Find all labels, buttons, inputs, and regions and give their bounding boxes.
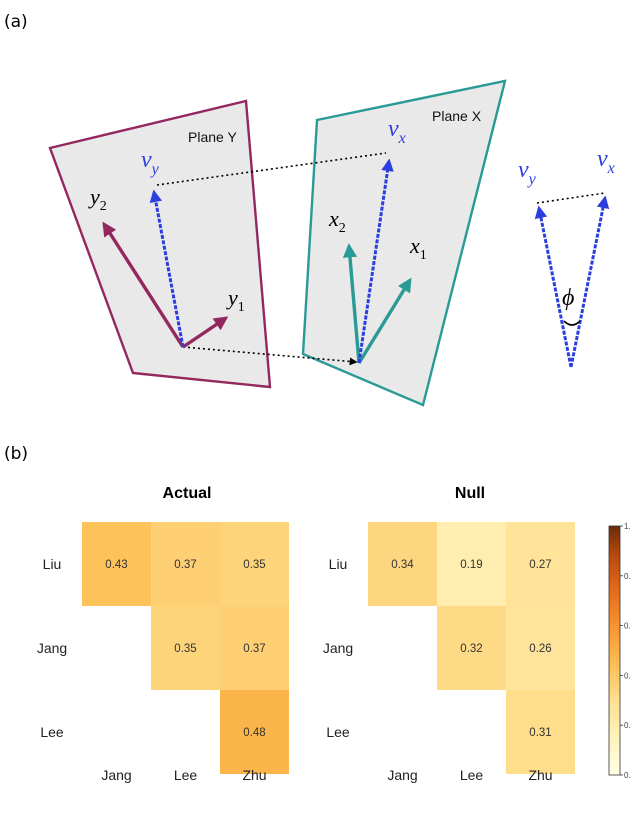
vector-x1 — [357, 277, 412, 364]
dotted-angle-connector — [536, 192, 606, 204]
cell-value-label: 0.35 — [243, 559, 265, 571]
vector-vy — [149, 189, 185, 348]
angle-diagram: ϕ vy vx — [518, 146, 615, 368]
colorbar-ticks: 0.0 0.2 0.4 0.6 0.8 1.0 — [620, 522, 631, 780]
row-label: Lee — [40, 724, 64, 740]
angle-label-vx: vx — [597, 146, 615, 177]
angle-vector-vy — [534, 205, 573, 368]
heatmap-cell — [368, 522, 437, 606]
plane-x-label: Plane X — [432, 108, 482, 124]
column-label: Jang — [387, 767, 417, 783]
plane-x-vectors: x2 x1 vx — [328, 116, 427, 364]
vector-y1 — [182, 316, 229, 349]
colorbar-tick-label: 0.4 — [624, 671, 631, 680]
colorbar-tick-label: 1.0 — [624, 522, 631, 531]
colorbar-tick-label: 0.0 — [624, 771, 631, 780]
plane-y-vectors: y2 y1 vy — [88, 147, 245, 349]
row-label: Liu — [329, 556, 348, 572]
row-label: Jang — [37, 640, 67, 656]
angle-arc — [563, 320, 581, 326]
vector-vx — [357, 158, 394, 364]
label-x2: x2 — [328, 206, 346, 236]
cell-value-label: 0.48 — [243, 727, 265, 739]
heatmap-cell — [220, 522, 289, 606]
cell-value-label: 0.43 — [105, 559, 127, 571]
heatmap-cell — [506, 606, 575, 690]
column-label: Zhu — [528, 767, 552, 783]
heatmap-null: Null Liu 0.34 0.19 0.27 Jang 0.32 0.26 Lee 0.31 Ja… — [323, 485, 575, 783]
panel-b-label: (b) — [4, 444, 28, 464]
column-label: Lee — [174, 767, 198, 783]
colorbar-tick-label: 0.6 — [624, 622, 631, 631]
cell-value-label: 0.31 — [529, 727, 551, 739]
heatmap-cell — [151, 522, 220, 606]
row-label: Liu — [43, 556, 62, 572]
cell-value-label: 0.19 — [460, 559, 482, 571]
row-label: Lee — [326, 724, 350, 740]
cell-value-label: 0.32 — [460, 643, 482, 655]
panel-a-label: (a) — [4, 12, 28, 32]
heatmap-title: Actual — [163, 485, 212, 502]
heatmap-cell — [506, 522, 575, 606]
heatmap-cell — [220, 606, 289, 690]
cell-value-label: 0.27 — [529, 559, 551, 571]
colorbar: 0.0 0.2 0.4 0.6 0.8 1.0 — [608, 522, 631, 780]
cell-value-label: 0.37 — [243, 643, 265, 655]
column-label: Zhu — [242, 767, 266, 783]
dotted-vy-vx-connector — [156, 152, 387, 186]
cell-value-label: 0.34 — [391, 559, 414, 571]
column-label: Lee — [460, 767, 484, 783]
angle-label-vy: vy — [518, 157, 537, 188]
heatmap-cell — [82, 522, 151, 606]
vector-x2 — [342, 243, 361, 364]
heatmap-cell — [220, 690, 289, 774]
cell-value-label: 0.35 — [174, 643, 196, 655]
heatmap-cell — [437, 522, 506, 606]
heatmap-actual: Actual Liu 0.43 0.37 0.35 Jang 0.35 0.37 Lee 0.48… — [37, 485, 289, 783]
heatmap-cell — [506, 690, 575, 774]
cell-value-label: 0.26 — [529, 643, 551, 655]
plane-x — [301, 79, 507, 407]
label-vx: vx — [388, 116, 406, 147]
angle-vector-vx — [569, 195, 610, 368]
label-x1: x1 — [409, 233, 427, 263]
heatmap-cell — [151, 606, 220, 690]
label-vy: vy — [141, 147, 160, 178]
dotted-origin-connector — [182, 346, 358, 366]
row-label: Jang — [323, 640, 353, 656]
cell-value-label: 0.37 — [174, 559, 196, 571]
vector-y2 — [102, 221, 185, 348]
label-phi: ϕ — [562, 285, 574, 311]
heatmap-title: Null — [455, 485, 485, 502]
label-y2: y2 — [88, 184, 107, 214]
colorbar-tick-label: 0.8 — [624, 572, 631, 581]
plane-y — [48, 99, 272, 389]
diagram-planes: Plane Y Plane X — [48, 79, 507, 407]
column-label: Jang — [101, 767, 131, 783]
colorbar-gradient — [608, 525, 621, 776]
label-y1: y1 — [226, 285, 245, 315]
colorbar-tick-label: 0.2 — [624, 721, 631, 730]
plane-y-label: Plane Y — [188, 129, 237, 145]
heatmap-cell — [437, 606, 506, 690]
